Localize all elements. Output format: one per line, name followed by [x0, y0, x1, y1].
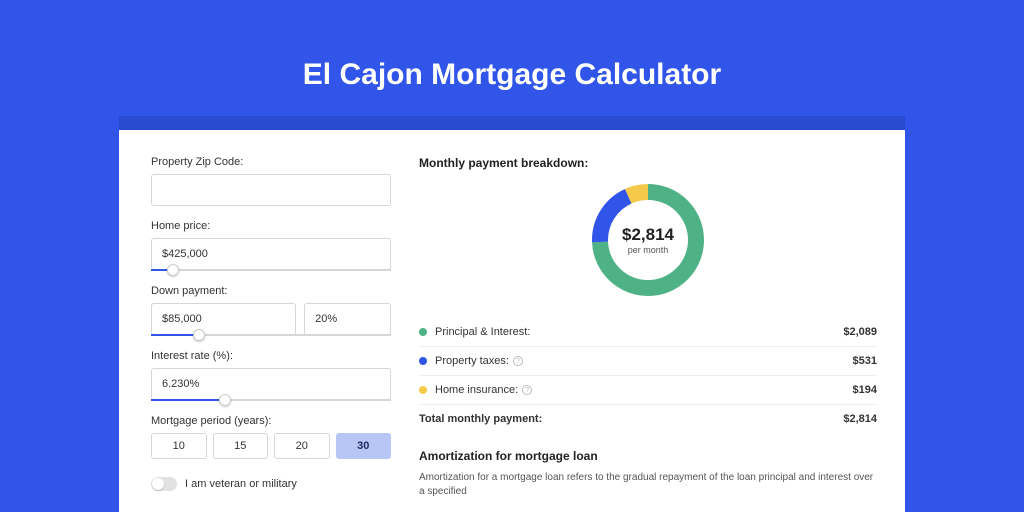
interest-rate-slider-thumb[interactable] — [219, 394, 231, 406]
breakdown-value: $2,089 — [843, 326, 877, 338]
down-payment-amount-input[interactable] — [151, 303, 296, 335]
down-payment-slider-fill — [151, 334, 199, 336]
calculator-panel: Property Zip Code: Home price: Down paym… — [119, 130, 905, 512]
mortgage-period-field-group: Mortgage period (years): 10152030 — [151, 415, 391, 459]
interest-rate-label: Interest rate (%): — [151, 350, 391, 362]
period-btn-30[interactable]: 30 — [336, 433, 392, 459]
zip-label: Property Zip Code: — [151, 156, 391, 168]
breakdown-row: Home insurance:?$194 — [419, 376, 877, 405]
donut-wrap: $2,814 per month — [419, 180, 877, 300]
home-price-field-group: Home price: — [151, 220, 391, 271]
form-column: Property Zip Code: Home price: Down paym… — [151, 156, 391, 512]
home-price-slider[interactable] — [151, 269, 391, 271]
mortgage-period-label: Mortgage period (years): — [151, 415, 391, 427]
veteran-toggle[interactable] — [151, 477, 177, 491]
zip-field-group: Property Zip Code: — [151, 156, 391, 206]
down-payment-slider[interactable] — [151, 334, 391, 336]
period-btn-15[interactable]: 15 — [213, 433, 269, 459]
info-icon[interactable]: ? — [513, 356, 523, 366]
amortization-text: Amortization for a mortgage loan refers … — [419, 471, 877, 499]
page-outer: El Cajon Mortgage Calculator Property Zi… — [0, 0, 1024, 512]
zip-input[interactable] — [151, 174, 391, 206]
breakdown-label: Principal & Interest: — [435, 326, 843, 338]
interest-rate-input[interactable] — [151, 368, 391, 400]
total-row: Total monthly payment: $2,814 — [419, 405, 877, 433]
info-icon[interactable]: ? — [522, 385, 532, 395]
swatch-icon — [419, 386, 427, 394]
panel-shadow: Property Zip Code: Home price: Down paym… — [119, 116, 905, 512]
down-payment-slider-thumb[interactable] — [193, 329, 205, 341]
breakdown-title: Monthly payment breakdown: — [419, 156, 877, 170]
payment-donut-chart: $2,814 per month — [588, 180, 708, 300]
veteran-label: I am veteran or military — [185, 478, 297, 490]
breakdown-column: Monthly payment breakdown: $2,814 per mo… — [419, 156, 877, 512]
donut-center: $2,814 per month — [588, 180, 708, 300]
total-label: Total monthly payment: — [419, 413, 843, 425]
total-value: $2,814 — [843, 413, 877, 425]
period-btn-10[interactable]: 10 — [151, 433, 207, 459]
amortization-section: Amortization for mortgage loan Amortizat… — [419, 449, 877, 499]
home-price-input[interactable] — [151, 238, 391, 270]
veteran-field-group: I am veteran or military — [151, 477, 391, 491]
down-payment-row — [151, 303, 391, 335]
down-payment-field-group: Down payment: — [151, 285, 391, 336]
page-title: El Cajon Mortgage Calculator — [303, 58, 721, 92]
period-btn-20[interactable]: 20 — [274, 433, 330, 459]
swatch-icon — [419, 328, 427, 336]
home-price-label: Home price: — [151, 220, 391, 232]
breakdown-list: Principal & Interest:$2,089Property taxe… — [419, 318, 877, 405]
interest-rate-field-group: Interest rate (%): — [151, 350, 391, 401]
interest-rate-slider-fill — [151, 399, 225, 401]
home-price-slider-thumb[interactable] — [167, 264, 179, 276]
donut-amount: $2,814 — [622, 225, 674, 245]
interest-rate-slider[interactable] — [151, 399, 391, 401]
breakdown-value: $531 — [853, 355, 877, 367]
breakdown-value: $194 — [853, 384, 877, 396]
down-payment-label: Down payment: — [151, 285, 391, 297]
amortization-title: Amortization for mortgage loan — [419, 449, 877, 463]
breakdown-label: Home insurance:? — [435, 384, 853, 396]
breakdown-row: Principal & Interest:$2,089 — [419, 318, 877, 347]
breakdown-row: Property taxes:?$531 — [419, 347, 877, 376]
breakdown-label: Property taxes:? — [435, 355, 853, 367]
mortgage-period-row: 10152030 — [151, 433, 391, 459]
swatch-icon — [419, 357, 427, 365]
down-payment-percent-input[interactable] — [304, 303, 391, 335]
donut-sub: per month — [628, 245, 669, 255]
